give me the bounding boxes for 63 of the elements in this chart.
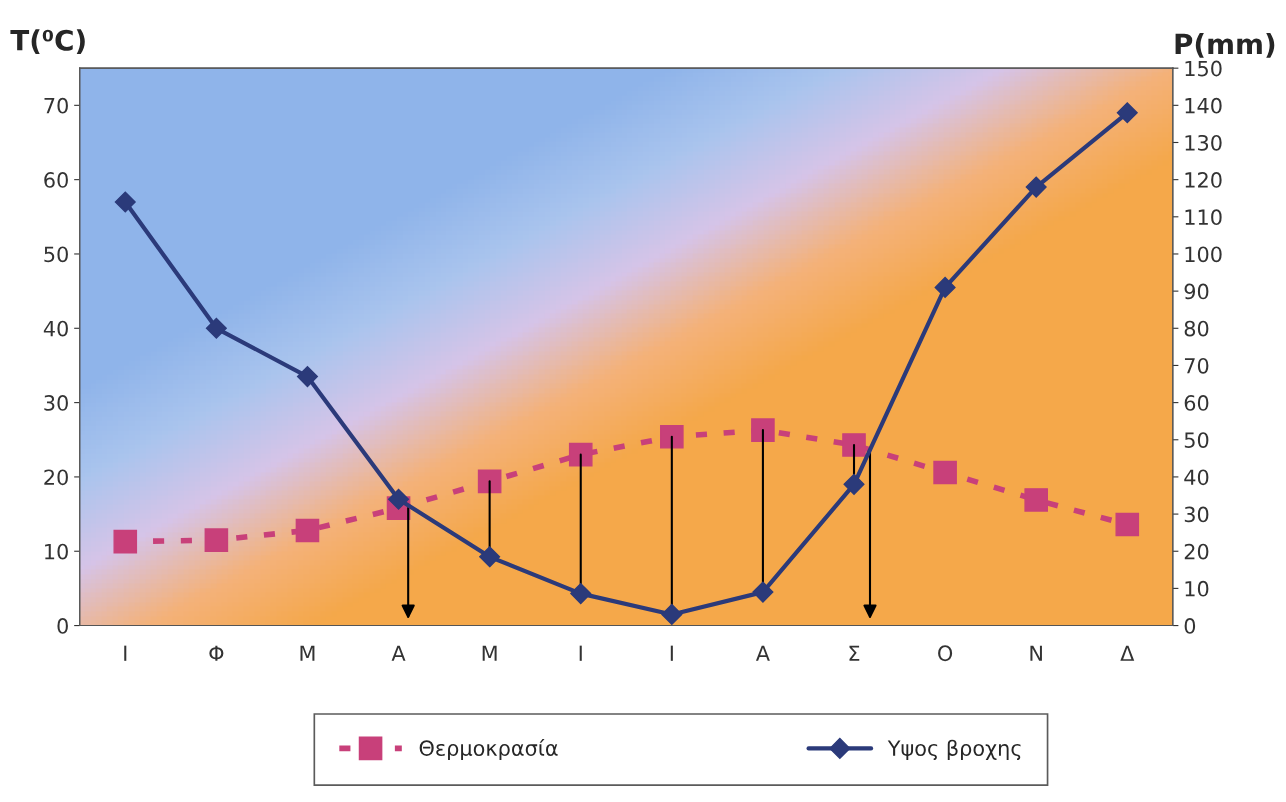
point	[752, 581, 774, 603]
point	[1025, 176, 1047, 198]
y-tick-label: 40	[43, 320, 68, 337]
point	[205, 317, 227, 339]
y2-tick-label: 20	[1184, 543, 1209, 560]
y2-axis-title: P(mm)	[1175, 32, 1275, 58]
x-tick-label: Μ	[482, 645, 497, 661]
x-tick-label: Ν	[1030, 645, 1042, 661]
point	[934, 276, 956, 298]
point	[660, 424, 684, 449]
point	[568, 442, 593, 467]
y2-tick-label: 0	[1184, 618, 1196, 634]
point	[751, 418, 775, 442]
y2-tick-label: 50	[1184, 432, 1209, 448]
point	[843, 473, 865, 495]
point	[1116, 102, 1138, 124]
y2-tick-label: 40	[1184, 469, 1209, 486]
point	[477, 469, 502, 494]
y2-tick-label: 70	[1184, 357, 1209, 374]
x-tick-label: Σ	[849, 645, 860, 661]
x-tick-label: Μ	[300, 645, 315, 661]
y2-tick-label: 10	[1185, 580, 1209, 597]
x-tick-label: Ο	[938, 645, 953, 662]
y2-tick-label: 100	[1185, 246, 1222, 263]
point	[479, 546, 501, 568]
x-tick-label: Α	[755, 645, 770, 661]
legend-label: Θερμοκρασία	[419, 739, 558, 761]
point	[1115, 512, 1140, 537]
point	[204, 528, 229, 552]
point	[570, 583, 592, 605]
y-tick-label: 10	[45, 543, 68, 560]
point	[388, 488, 410, 510]
point	[842, 433, 866, 457]
point	[296, 366, 318, 388]
y2-tick-label: 150	[1185, 60, 1222, 77]
y-tick-label: 60	[44, 172, 68, 188]
y-tick-label: 20	[44, 469, 68, 486]
x-tick-label: Ι	[579, 645, 582, 661]
point	[661, 603, 683, 625]
y2-tick-label: 120	[1185, 172, 1222, 188]
y-axis-title: T(⁰C)	[10, 29, 85, 55]
y-tick-label: 50	[44, 246, 68, 263]
y-tick-label: 30	[44, 395, 68, 411]
point	[113, 529, 138, 554]
legend-label: Υψος βροχης	[887, 739, 1021, 761]
x-tick-label: Δ	[1120, 645, 1135, 661]
y2-tick-label: 140	[1185, 97, 1222, 114]
y2-tick-label: 60	[1184, 395, 1209, 411]
y2-tick-label: 30	[1184, 506, 1209, 523]
y2-tick-label: 80	[1184, 320, 1209, 337]
x-tick-label: Ι	[124, 645, 127, 661]
y2-tick-label: 110	[1185, 209, 1222, 226]
y2-tick-label: 90	[1184, 283, 1209, 300]
point	[295, 518, 320, 543]
x-tick-label: Α	[391, 645, 406, 661]
point	[933, 460, 957, 485]
point	[114, 191, 136, 213]
point	[1024, 488, 1049, 512]
y2-tick-label: 130	[1185, 134, 1222, 151]
x-tick-label: Ι	[670, 645, 673, 661]
y-tick-label: 70	[44, 97, 68, 114]
y-tick-label: 0	[57, 618, 68, 634]
x-tick-label: Φ	[209, 645, 224, 661]
